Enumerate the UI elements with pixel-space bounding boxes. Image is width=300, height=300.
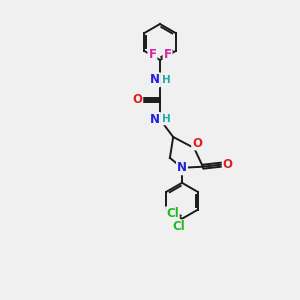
Text: N: N bbox=[150, 73, 160, 86]
Text: H: H bbox=[162, 114, 170, 124]
Text: Cl: Cl bbox=[172, 220, 185, 233]
Text: O: O bbox=[132, 93, 142, 106]
Text: N: N bbox=[150, 113, 160, 126]
Text: Cl: Cl bbox=[166, 207, 179, 220]
Text: N: N bbox=[177, 161, 187, 174]
Text: F: F bbox=[148, 49, 156, 62]
Text: O: O bbox=[223, 158, 233, 171]
Text: O: O bbox=[192, 136, 202, 149]
Text: F: F bbox=[164, 49, 172, 62]
Text: H: H bbox=[162, 75, 170, 85]
